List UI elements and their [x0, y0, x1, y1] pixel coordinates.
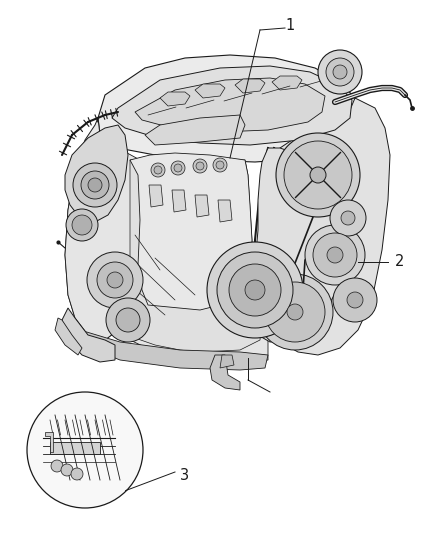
- Circle shape: [265, 282, 325, 342]
- Circle shape: [87, 252, 143, 308]
- Polygon shape: [65, 118, 140, 340]
- Polygon shape: [98, 55, 360, 162]
- Circle shape: [229, 264, 281, 316]
- Polygon shape: [195, 195, 209, 217]
- Polygon shape: [149, 185, 163, 207]
- Text: 3: 3: [180, 467, 189, 482]
- Circle shape: [193, 159, 207, 173]
- Circle shape: [305, 225, 365, 285]
- Polygon shape: [265, 98, 390, 355]
- Circle shape: [347, 292, 363, 308]
- Circle shape: [284, 141, 352, 209]
- Polygon shape: [45, 432, 53, 452]
- Circle shape: [72, 215, 92, 235]
- Circle shape: [174, 164, 182, 172]
- Polygon shape: [235, 79, 265, 93]
- Polygon shape: [130, 153, 252, 310]
- Circle shape: [73, 163, 117, 207]
- Polygon shape: [62, 308, 115, 362]
- Polygon shape: [272, 76, 302, 90]
- Circle shape: [151, 163, 165, 177]
- Polygon shape: [70, 330, 268, 370]
- Polygon shape: [50, 442, 100, 454]
- Circle shape: [106, 298, 150, 342]
- Circle shape: [171, 161, 185, 175]
- Circle shape: [71, 468, 83, 480]
- Circle shape: [88, 178, 102, 192]
- Circle shape: [257, 274, 333, 350]
- Circle shape: [61, 464, 73, 476]
- Circle shape: [276, 133, 360, 217]
- Circle shape: [196, 162, 204, 170]
- Circle shape: [207, 242, 303, 338]
- Circle shape: [97, 262, 133, 298]
- Circle shape: [287, 304, 303, 320]
- Polygon shape: [252, 148, 348, 342]
- Polygon shape: [135, 78, 325, 132]
- Polygon shape: [65, 135, 268, 362]
- Circle shape: [313, 233, 357, 277]
- Circle shape: [327, 247, 343, 263]
- Circle shape: [116, 308, 140, 332]
- Polygon shape: [195, 84, 225, 98]
- Circle shape: [66, 209, 98, 241]
- Text: 2: 2: [395, 254, 404, 270]
- Polygon shape: [112, 66, 352, 145]
- Circle shape: [27, 392, 143, 508]
- Polygon shape: [210, 355, 240, 390]
- Circle shape: [326, 58, 354, 86]
- Polygon shape: [220, 355, 234, 368]
- Circle shape: [213, 158, 227, 172]
- Circle shape: [217, 252, 293, 328]
- Polygon shape: [160, 92, 190, 106]
- Polygon shape: [145, 115, 245, 145]
- Text: 1: 1: [286, 19, 295, 34]
- Circle shape: [107, 272, 123, 288]
- Circle shape: [51, 460, 63, 472]
- Circle shape: [318, 50, 362, 94]
- Circle shape: [216, 161, 224, 169]
- Polygon shape: [65, 125, 128, 222]
- Circle shape: [330, 200, 366, 236]
- Circle shape: [310, 167, 326, 183]
- Polygon shape: [55, 318, 82, 355]
- Circle shape: [333, 278, 377, 322]
- Circle shape: [154, 166, 162, 174]
- Polygon shape: [118, 160, 262, 352]
- Polygon shape: [218, 200, 232, 222]
- Circle shape: [341, 211, 355, 225]
- Circle shape: [81, 171, 109, 199]
- Circle shape: [333, 65, 347, 79]
- Polygon shape: [172, 190, 186, 212]
- Circle shape: [245, 280, 265, 300]
